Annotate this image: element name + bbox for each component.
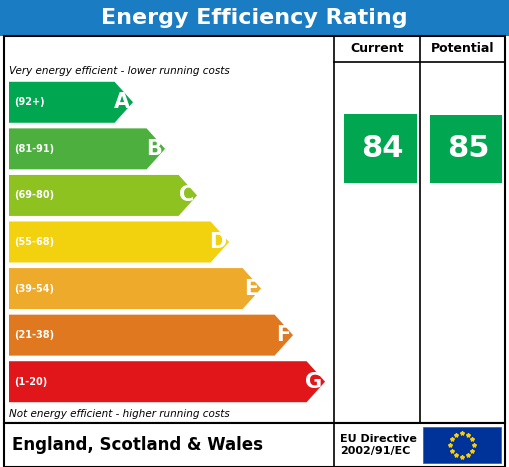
Text: EU Directive
2002/91/EC: EU Directive 2002/91/EC (340, 434, 417, 456)
Text: B: B (146, 139, 162, 159)
Text: (92+): (92+) (14, 97, 45, 107)
Polygon shape (9, 221, 229, 262)
Text: England, Scotland & Wales: England, Scotland & Wales (12, 436, 263, 454)
Text: F: F (276, 325, 290, 345)
Text: C: C (179, 185, 194, 205)
Text: (81-91): (81-91) (14, 144, 54, 154)
Text: 84: 84 (361, 134, 404, 163)
Bar (423, 427, 501, 463)
Polygon shape (430, 115, 502, 183)
Text: A: A (114, 92, 130, 112)
Polygon shape (9, 268, 261, 309)
Bar (4, 36, 505, 423)
Text: E: E (244, 279, 258, 298)
Text: Not energy efficient - higher running costs: Not energy efficient - higher running co… (9, 409, 230, 419)
Polygon shape (9, 315, 293, 356)
Text: (1-20): (1-20) (14, 377, 47, 387)
Text: Current: Current (350, 42, 404, 56)
Text: (39-54): (39-54) (14, 283, 54, 294)
Text: Energy Efficiency Rating: Energy Efficiency Rating (101, 8, 408, 28)
Text: D: D (209, 232, 226, 252)
Polygon shape (9, 361, 325, 402)
Bar (4, 423, 505, 467)
Text: G: G (305, 372, 322, 392)
Polygon shape (9, 175, 197, 216)
Polygon shape (9, 82, 133, 123)
Text: (55-68): (55-68) (14, 237, 54, 247)
Polygon shape (9, 128, 165, 170)
Polygon shape (344, 114, 417, 183)
Text: (21-38): (21-38) (14, 330, 54, 340)
Text: 85: 85 (447, 134, 489, 163)
Bar (0, 0, 509, 36)
Text: Potential: Potential (431, 42, 494, 56)
Text: (69-80): (69-80) (14, 191, 54, 200)
Text: Very energy efficient - lower running costs: Very energy efficient - lower running co… (9, 65, 230, 76)
